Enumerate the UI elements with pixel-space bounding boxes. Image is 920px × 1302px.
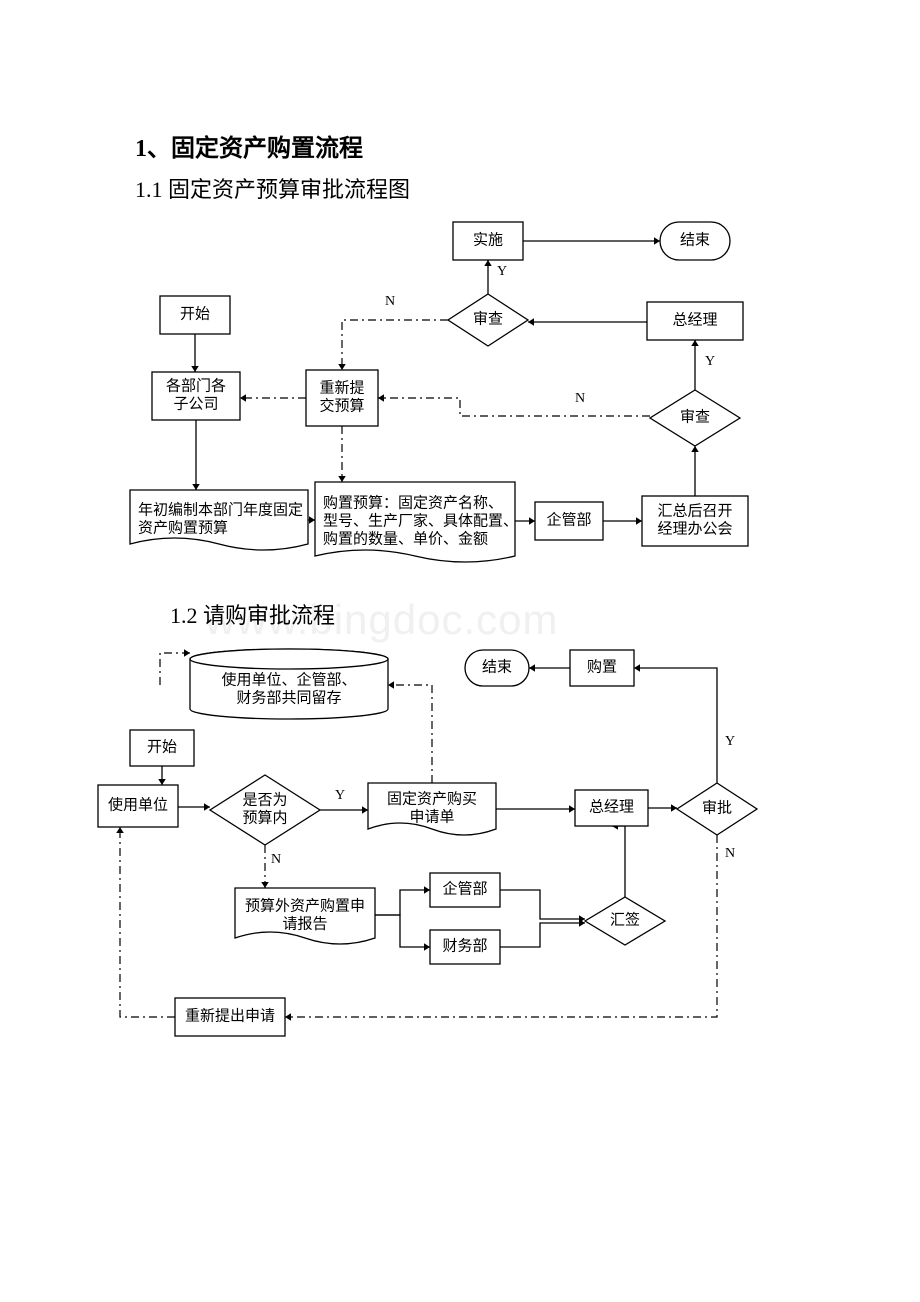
svg-text:审查: 审查 <box>680 408 710 425</box>
svg-text:购置: 购置 <box>587 658 617 675</box>
svg-text:Y: Y <box>705 354 715 369</box>
svg-text:各部门各: 各部门各 <box>166 377 226 394</box>
svg-text:财务部: 财务部 <box>442 937 487 954</box>
svg-text:固定资产购买: 固定资产购买 <box>387 790 477 807</box>
svg-text:N: N <box>385 294 395 309</box>
flowchart-1-1: YNYN实施结束开始审查总经理各部门各子公司重新提交预算审查年初编制本部门年度固… <box>90 210 830 580</box>
svg-text:结束: 结束 <box>482 658 512 675</box>
svg-text:重新提: 重新提 <box>319 379 364 396</box>
svg-text:购置的数量、单价、金额: 购置的数量、单价、金额 <box>323 530 488 547</box>
svg-text:使用单位、企管部、: 使用单位、企管部、 <box>221 670 356 688</box>
svg-text:汇总后召开: 汇总后召开 <box>657 502 732 519</box>
svg-text:N: N <box>271 852 281 867</box>
svg-text:子公司: 子公司 <box>173 395 218 412</box>
svg-text:财务部共同留存: 财务部共同留存 <box>236 689 341 706</box>
svg-text:预算外资产购置申: 预算外资产购置申 <box>245 896 365 914</box>
svg-text:年初编制本部门年度固定: 年初编制本部门年度固定 <box>138 501 303 518</box>
document-page: www.bingdoc.com 1、固定资产购置流程 1.1 固定资产预算审批流… <box>0 0 920 1302</box>
svg-text:Y: Y <box>725 734 735 749</box>
svg-text:企管部: 企管部 <box>442 879 487 897</box>
flowchart-1-2: Y Y N N 使用单位、企管部、财务部共同留存 结束 购置开始使用单位 是否为预算内 固定资产… <box>80 635 830 1065</box>
svg-text:企管部: 企管部 <box>546 510 591 528</box>
svg-text:申请单: 申请单 <box>409 808 454 825</box>
svg-text:审批: 审批 <box>702 799 732 816</box>
svg-text:Y: Y <box>497 264 507 279</box>
svg-text:交预算: 交预算 <box>319 396 364 414</box>
svg-text:N: N <box>725 846 735 861</box>
svg-text:购置预算：固定资产名称、: 购置预算：固定资产名称、 <box>323 493 503 511</box>
svg-text:请报告: 请报告 <box>282 915 327 932</box>
svg-text:是否为: 是否为 <box>242 791 287 808</box>
svg-text:总经理: 总经理 <box>672 311 717 328</box>
svg-text:经理办公会: 经理办公会 <box>657 520 732 537</box>
section-1-2-heading: 1.2 请购审批流程 <box>170 598 335 630</box>
svg-text:Y: Y <box>335 788 345 803</box>
svg-text:N: N <box>575 391 585 406</box>
svg-text:重新提出申请: 重新提出申请 <box>185 1007 275 1024</box>
svg-text:资产购置预算: 资产购置预算 <box>138 518 228 536</box>
svg-text:实施: 实施 <box>473 231 503 248</box>
main-heading: 1、固定资产购置流程 <box>135 128 363 163</box>
svg-text:汇签: 汇签 <box>610 911 640 928</box>
svg-text:审查: 审查 <box>473 310 503 327</box>
svg-text:预算内: 预算内 <box>242 808 287 826</box>
svg-text:结束: 结束 <box>680 231 710 248</box>
section-1-1-heading: 1.1 固定资产预算审批流程图 <box>135 172 410 204</box>
svg-text:总经理: 总经理 <box>589 798 634 815</box>
svg-text:开始: 开始 <box>147 738 177 755</box>
svg-text:型号、生产厂家、具体配置、: 型号、生产厂家、具体配置、 <box>323 512 518 529</box>
svg-text:使用单位: 使用单位 <box>108 796 168 813</box>
svg-text:开始: 开始 <box>180 305 210 322</box>
